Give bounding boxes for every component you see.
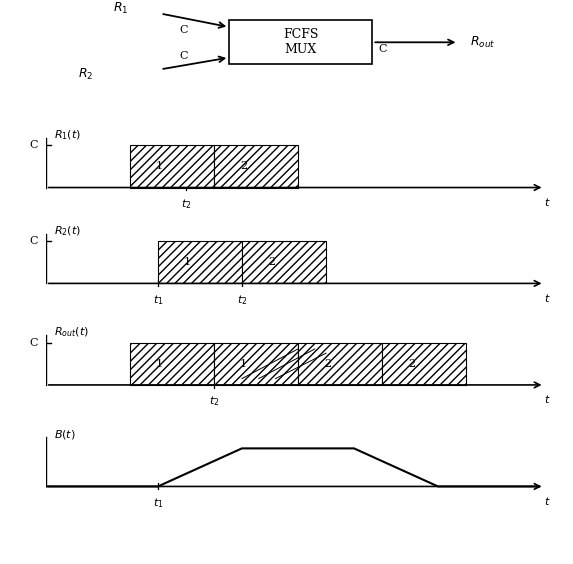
Text: $t_2$: $t_2$ [209,394,219,408]
Text: $t_2$: $t_2$ [180,197,191,210]
Text: $R_{out}$: $R_{out}$ [470,35,495,50]
Text: 1: 1 [240,359,247,369]
Bar [130,342,214,385]
Text: $t_1$: $t_1$ [152,496,163,509]
Bar [298,342,382,385]
Bar [130,145,214,187]
Text: $R_{out}(t)$: $R_{out}(t)$ [54,325,89,339]
Text: C: C [29,140,37,150]
Bar [229,20,372,64]
Text: FCFS
MUX: FCFS MUX [283,28,319,56]
Text: $R_1$: $R_1$ [113,1,128,16]
Text: $t_2$: $t_2$ [237,293,247,306]
Text: 2: 2 [268,257,275,267]
Text: $t$: $t$ [544,196,551,208]
Text: 2: 2 [408,359,415,369]
Bar [382,342,466,385]
Text: $B(t)$: $B(t)$ [54,428,76,441]
Text: $R_2$: $R_2$ [79,67,93,82]
Text: C: C [179,25,187,36]
Text: 1: 1 [156,161,163,171]
Bar [214,342,298,385]
Text: $t$: $t$ [544,495,551,507]
Text: $t$: $t$ [544,292,551,304]
Text: $R_1(t)$: $R_1(t)$ [54,128,81,142]
Text: C: C [378,44,387,54]
Text: C: C [29,338,37,347]
Bar [214,145,298,187]
Text: $R_2(t)$: $R_2(t)$ [54,224,81,238]
Text: $t$: $t$ [544,394,551,406]
Bar [158,241,242,284]
Text: C: C [179,51,187,61]
Text: $t_1$: $t_1$ [152,293,163,306]
Bar [242,241,326,284]
Text: 1: 1 [184,257,191,267]
Text: 2: 2 [240,161,247,171]
Text: 2: 2 [324,359,331,369]
Text: C: C [29,236,37,246]
Text: 1: 1 [156,359,163,369]
